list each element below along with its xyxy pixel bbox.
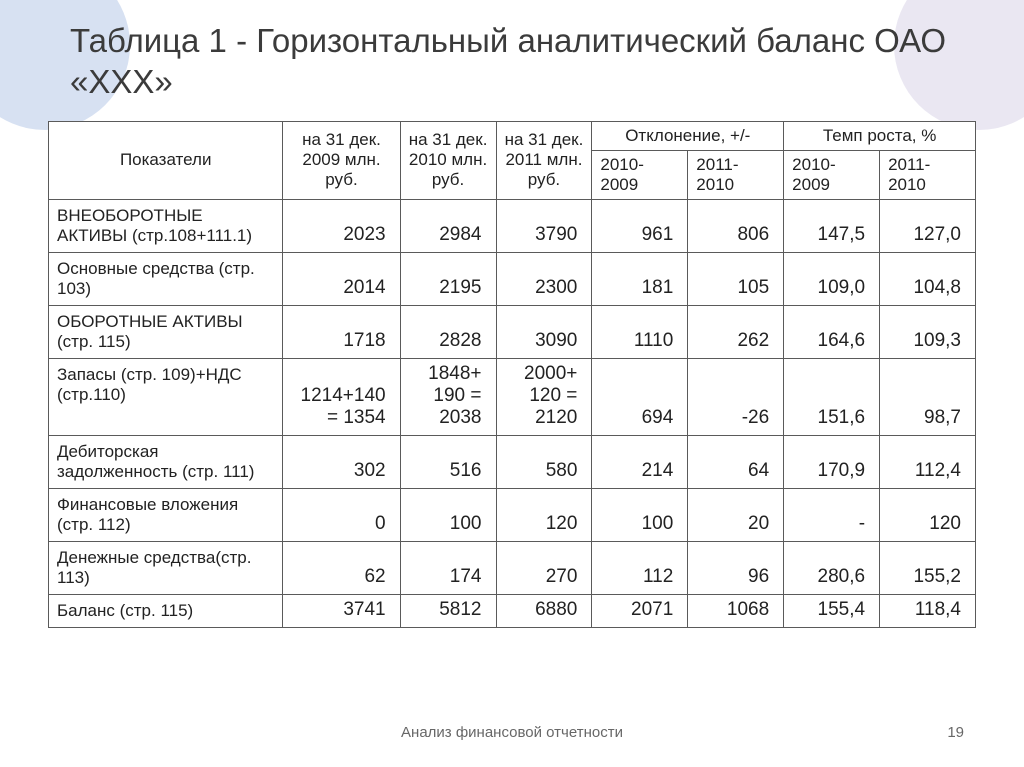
cell-value: 112,4 (880, 435, 976, 488)
cell-value: 1214+140 = 1354 (283, 358, 400, 435)
cell-value: 2984 (400, 199, 496, 252)
cell-value: 164,6 (784, 305, 880, 358)
table-row: Денежные средства(стр. 113)6217427011296… (49, 541, 976, 594)
col-deviation: Отклонение, +/- (592, 121, 784, 150)
slide-title: Таблица 1 - Горизонтальный аналитический… (70, 20, 976, 103)
cell-value: 806 (688, 199, 784, 252)
cell-value: 262 (688, 305, 784, 358)
cell-value: 127,0 (880, 199, 976, 252)
cell-value: 6880 (496, 594, 592, 627)
row-label: Основные средства (стр. 103) (49, 252, 283, 305)
table-row: Дебиторская задолженность (стр. 111)3025… (49, 435, 976, 488)
cell-value: 96 (688, 541, 784, 594)
cell-value: 98,7 (880, 358, 976, 435)
cell-value: 100 (592, 488, 688, 541)
cell-value: 120 (496, 488, 592, 541)
row-label: ВНЕОБОРОТНЫЕ АКТИВЫ (стр.108+111.1) (49, 199, 283, 252)
page-number: 19 (947, 724, 964, 741)
table-row: ОБОРОТНЫЕ АКТИВЫ (стр. 115)1718282830901… (49, 305, 976, 358)
cell-value: 2023 (283, 199, 400, 252)
cell-value: 2300 (496, 252, 592, 305)
col-2010: на 31 дек. 2010 млн. руб. (400, 121, 496, 199)
cell-value: 1718 (283, 305, 400, 358)
table-row: Запасы (стр. 109)+НДС (стр.110)1214+140 … (49, 358, 976, 435)
cell-value: 181 (592, 252, 688, 305)
col-growth-2010-2009: 2010-2009 (784, 150, 880, 199)
cell-value: 147,5 (784, 199, 880, 252)
row-label: Баланс (стр. 115) (49, 594, 283, 627)
cell-value: 2000+ 120 = 2120 (496, 358, 592, 435)
table-row: ВНЕОБОРОТНЫЕ АКТИВЫ (стр.108+111.1)20232… (49, 199, 976, 252)
cell-value: 580 (496, 435, 592, 488)
col-indicators: Показатели (49, 121, 283, 199)
cell-value: 280,6 (784, 541, 880, 594)
cell-value: 2071 (592, 594, 688, 627)
col-2009: на 31 дек. 2009 млн. руб. (283, 121, 400, 199)
cell-value: 109,3 (880, 305, 976, 358)
cell-value: -26 (688, 358, 784, 435)
row-label: Дебиторская задолженность (стр. 111) (49, 435, 283, 488)
row-label: Финансовые вложения (стр. 112) (49, 488, 283, 541)
row-label: Денежные средства(стр. 113) (49, 541, 283, 594)
cell-value: 109,0 (784, 252, 880, 305)
cell-value: 961 (592, 199, 688, 252)
cell-value: 118,4 (880, 594, 976, 627)
cell-value: 112 (592, 541, 688, 594)
cell-value: 1110 (592, 305, 688, 358)
footer-text: Анализ финансовой отчетности (0, 724, 1024, 741)
col-dev-2010-2009: 2010-2009 (592, 150, 688, 199)
balance-table: Показатели на 31 дек. 2009 млн. руб. на … (48, 121, 976, 628)
table-row: Баланс (стр. 115)37415812688020711068155… (49, 594, 976, 627)
col-2011: на 31 дек. 2011 млн. руб. (496, 121, 592, 199)
cell-value: 302 (283, 435, 400, 488)
cell-value: 20 (688, 488, 784, 541)
col-growth-2011-2010: 2011-2010 (880, 150, 976, 199)
cell-value: 270 (496, 541, 592, 594)
cell-value: 2828 (400, 305, 496, 358)
cell-value: 1848+ 190 = 2038 (400, 358, 496, 435)
cell-value: 0 (283, 488, 400, 541)
col-growth: Темп роста, % (784, 121, 976, 150)
table-row: Основные средства (стр. 103)201421952300… (49, 252, 976, 305)
table-row: Финансовые вложения (стр. 112)0100120100… (49, 488, 976, 541)
cell-value: 120 (880, 488, 976, 541)
cell-value: 174 (400, 541, 496, 594)
row-label: ОБОРОТНЫЕ АКТИВЫ (стр. 115) (49, 305, 283, 358)
cell-value: 2014 (283, 252, 400, 305)
cell-value: 3090 (496, 305, 592, 358)
cell-value: 694 (592, 358, 688, 435)
cell-value: 214 (592, 435, 688, 488)
cell-value: 3741 (283, 594, 400, 627)
cell-value: 2195 (400, 252, 496, 305)
cell-value: 104,8 (880, 252, 976, 305)
cell-value: 3790 (496, 199, 592, 252)
cell-value: 64 (688, 435, 784, 488)
cell-value: 170,9 (784, 435, 880, 488)
cell-value: 151,6 (784, 358, 880, 435)
cell-value: 1068 (688, 594, 784, 627)
cell-value: - (784, 488, 880, 541)
cell-value: 5812 (400, 594, 496, 627)
cell-value: 516 (400, 435, 496, 488)
cell-value: 155,2 (880, 541, 976, 594)
cell-value: 62 (283, 541, 400, 594)
cell-value: 105 (688, 252, 784, 305)
cell-value: 100 (400, 488, 496, 541)
cell-value: 155,4 (784, 594, 880, 627)
table-body: ВНЕОБОРОТНЫЕ АКТИВЫ (стр.108+111.1)20232… (49, 199, 976, 627)
row-label: Запасы (стр. 109)+НДС (стр.110) (49, 358, 283, 435)
col-dev-2011-2010: 2011-2010 (688, 150, 784, 199)
